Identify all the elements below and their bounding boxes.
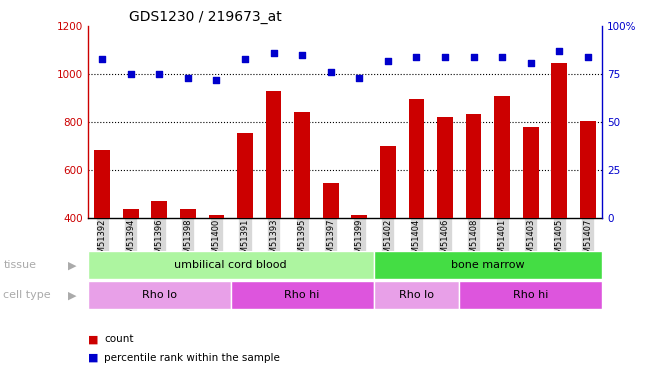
Point [469,54,479,60]
Point [183,75,193,81]
Point [97,56,107,62]
Text: ■: ■ [88,353,98,363]
Bar [208,215,225,217]
Bar [94,150,110,217]
Point [297,52,307,58]
Bar [409,99,424,218]
Bar [230,281,374,309]
Text: bone marrow: bone marrow [451,260,525,270]
Point [354,75,365,81]
Point [126,71,136,77]
Bar [374,281,460,309]
Text: Rho lo: Rho lo [399,290,434,300]
Bar [374,251,602,279]
Bar [180,209,196,218]
Point [525,60,536,66]
Bar [551,63,567,217]
Text: percentile rank within the sample: percentile rank within the sample [104,353,280,363]
Text: tissue: tissue [3,260,36,270]
Bar [460,281,602,309]
Text: ▶: ▶ [68,260,77,270]
Point [497,54,507,60]
Point [383,58,393,64]
Bar [152,201,167,217]
Bar [323,183,339,218]
Bar [437,117,453,218]
Bar [523,127,538,218]
Point [268,50,279,56]
Bar [266,91,281,218]
Bar [88,251,374,279]
Bar [352,215,367,217]
Text: ▶: ▶ [68,290,77,300]
Text: cell type: cell type [3,290,51,300]
Point [583,54,593,60]
Bar [580,121,596,218]
Point [326,69,336,75]
Bar [494,96,510,218]
Text: count: count [104,334,133,344]
Text: Rho lo: Rho lo [142,290,177,300]
Text: Rho hi: Rho hi [513,290,548,300]
Point [554,48,564,54]
Text: umbilical cord blood: umbilical cord blood [174,260,287,270]
Text: GDS1230 / 219673_at: GDS1230 / 219673_at [129,10,282,24]
Bar [294,112,310,218]
Point [211,77,221,83]
Bar [380,146,396,218]
Bar [88,281,230,309]
Bar [237,133,253,218]
Point [440,54,450,60]
Point [411,54,422,60]
Text: ■: ■ [88,334,98,344]
Point [154,71,165,77]
Point [240,56,250,62]
Bar [123,209,139,218]
Text: Rho hi: Rho hi [284,290,320,300]
Bar [465,114,482,218]
